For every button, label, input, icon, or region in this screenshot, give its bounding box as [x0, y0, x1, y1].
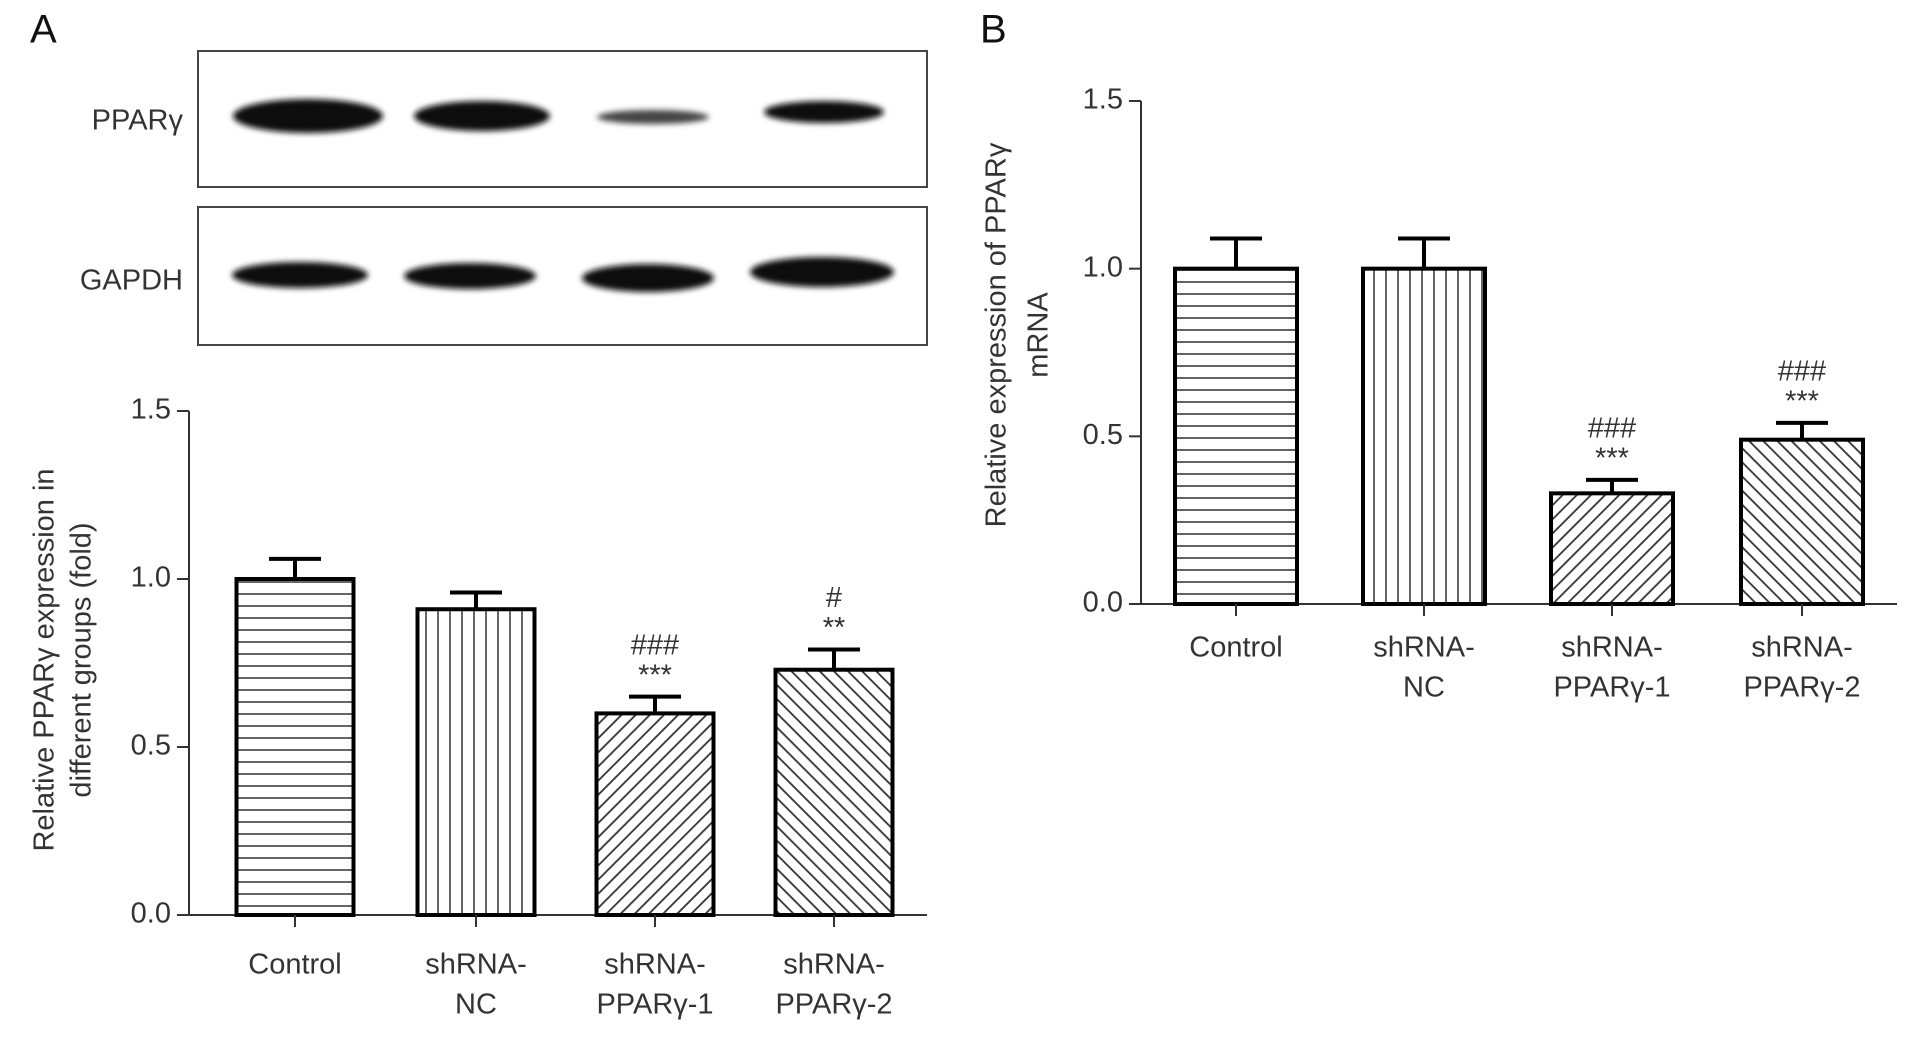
significance-label: ### — [631, 629, 679, 661]
bar — [1739, 437, 1865, 607]
bar — [1549, 491, 1675, 606]
y-axis-label: mRNA — [1023, 292, 1055, 378]
x-tick-label: shRNA- — [425, 949, 527, 981]
blot-label: PPARγ — [92, 105, 184, 137]
bar — [415, 607, 537, 917]
x-tick-label: PPARγ-2 — [775, 989, 892, 1021]
y-axis-label: Relative expression of PPARγ — [981, 142, 1013, 527]
y-axis-label: Relative PPARγ expression in — [29, 468, 61, 851]
significance-label: ### — [1778, 356, 1826, 388]
bar — [773, 667, 895, 917]
x-tick-label: NC — [455, 989, 497, 1021]
significance-label: # — [826, 582, 842, 614]
x-tick-label: Control — [248, 949, 342, 981]
significance-label: ### — [1588, 413, 1636, 445]
blot-bands — [232, 99, 894, 292]
x-tick-label: shRNA- — [604, 949, 706, 981]
y-tick-label: 1.5 — [131, 394, 171, 426]
x-tick-label: PPARγ-2 — [1743, 672, 1860, 704]
x-tick-label: shRNA- — [1373, 632, 1475, 664]
y-axis-label: different groups (fold) — [66, 522, 98, 797]
bar — [1361, 266, 1487, 606]
y-tick-label: 1.0 — [1083, 251, 1123, 283]
bar — [1173, 266, 1299, 606]
x-tick-label: shRNA- — [1561, 632, 1663, 664]
y-tick-label: 0.5 — [1083, 419, 1123, 451]
panel-label: A — [30, 8, 57, 52]
x-tick-label: PPARγ-1 — [1553, 672, 1670, 704]
x-tick-label: shRNA- — [783, 949, 885, 981]
x-tick-label: NC — [1403, 672, 1445, 704]
panel-label: B — [980, 8, 1007, 52]
significance-label: *** — [638, 659, 672, 691]
x-tick-label: Control — [1189, 632, 1283, 664]
significance-label: *** — [1595, 443, 1629, 475]
x-tick-label: PPARγ-1 — [596, 989, 713, 1021]
y-tick-label: 1.0 — [131, 562, 171, 594]
y-tick-label: 0.0 — [1083, 587, 1123, 619]
bar — [594, 711, 716, 918]
bar — [234, 577, 356, 917]
x-tick-label: shRNA- — [1751, 632, 1853, 664]
y-tick-label: 1.5 — [1083, 84, 1123, 116]
significance-label: *** — [1785, 386, 1819, 418]
significance-label: ** — [823, 612, 846, 644]
blot-label: GAPDH — [80, 265, 183, 297]
y-tick-label: 0.0 — [131, 898, 171, 930]
western-blot: PPARγ GAPDH — [80, 50, 928, 346]
y-tick-label: 0.5 — [131, 730, 171, 762]
